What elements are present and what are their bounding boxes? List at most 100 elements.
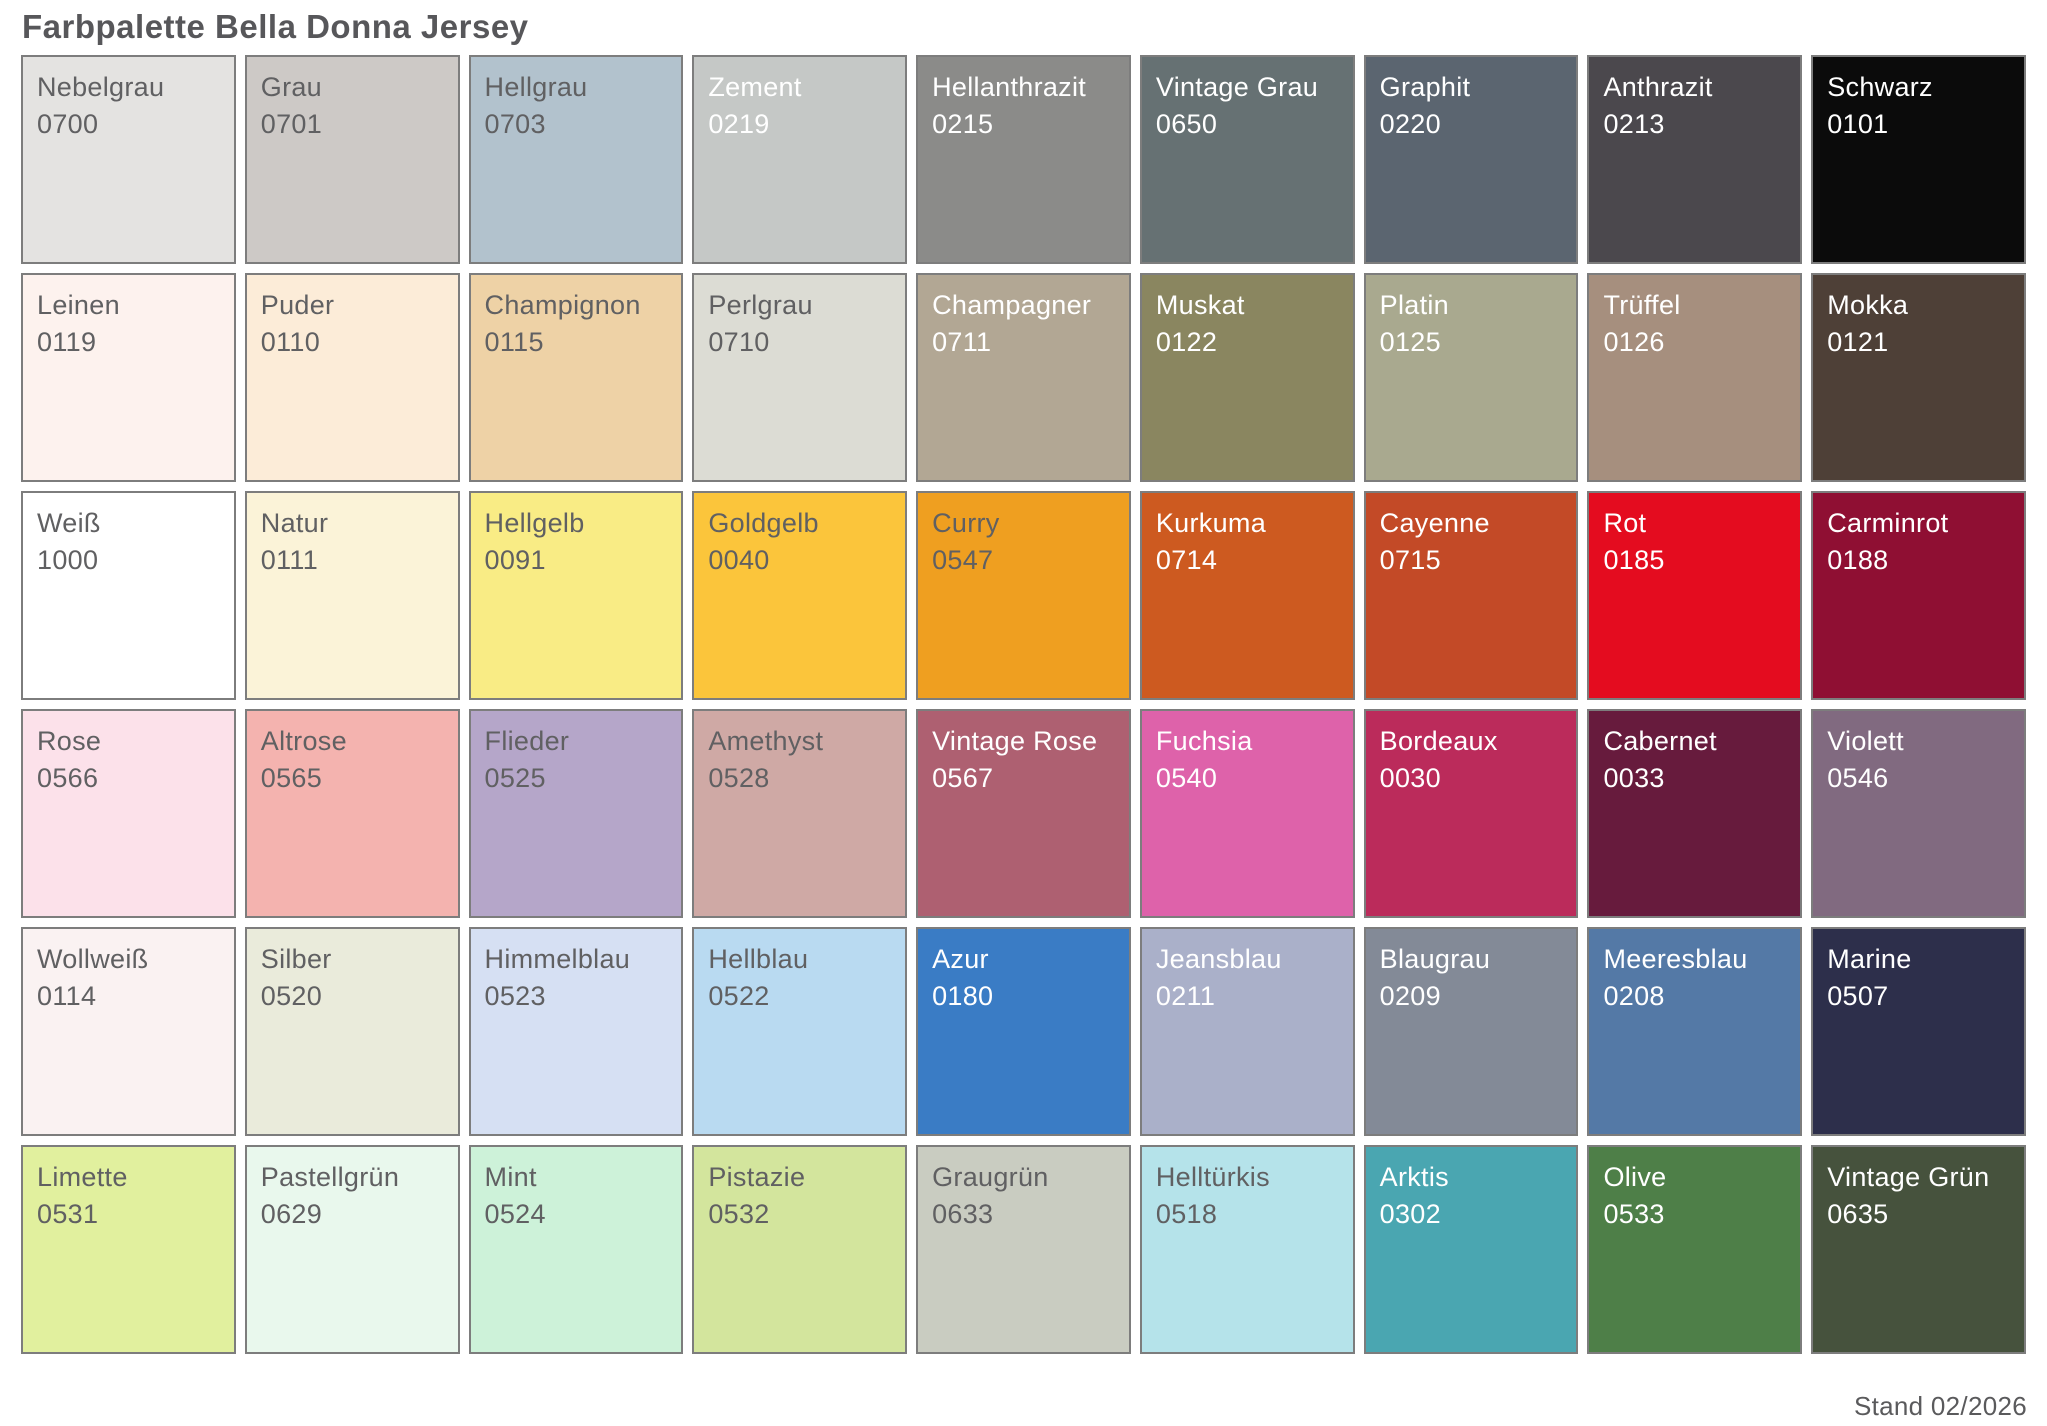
color-swatch: Hellblau 0522	[692, 927, 908, 1136]
swatch-code: 0219	[708, 109, 770, 139]
color-swatch: Hellgelb 0091	[468, 491, 684, 700]
color-swatch: Carminrot 0188	[1811, 491, 2026, 700]
swatch-name: Platin	[1379, 290, 1449, 320]
swatch-name: Arktis	[1379, 1162, 1449, 1192]
color-swatch: Fuchsia 0540	[1139, 709, 1355, 918]
swatch-name: Weiß	[37, 508, 101, 538]
swatch-name: Azur	[932, 944, 989, 974]
swatch-code: 0091	[484, 545, 546, 575]
swatch-name: Leinen	[37, 290, 120, 320]
swatch-name: Graphit	[1379, 72, 1471, 102]
swatch-name: Muskat	[1155, 290, 1245, 320]
swatch-name: Cayenne	[1379, 508, 1490, 538]
color-swatch: Blaugrau 0209	[1363, 927, 1579, 1136]
swatch-name: Champignon	[484, 290, 641, 320]
swatch-code: 0033	[1603, 763, 1665, 793]
swatch-code: 0547	[932, 545, 994, 575]
swatch-code: 0531	[37, 1199, 99, 1229]
color-swatch: Marine 0507	[1811, 927, 2026, 1136]
color-swatch: Violett 0546	[1811, 709, 2026, 918]
swatch-name: Perlgrau	[708, 290, 813, 320]
swatch-name: Champagner	[932, 290, 1092, 320]
page-title: Farbpalette Bella Donna Jersey	[22, 8, 529, 45]
swatch-code: 0185	[1603, 545, 1665, 575]
color-swatch: Kurkuma 0714	[1139, 491, 1355, 700]
color-swatch: Grau 0701	[244, 55, 460, 264]
swatch-name: Himmelblau	[484, 944, 631, 974]
color-swatch: Silber 0520	[244, 927, 460, 1136]
color-swatch: Natur 0111	[244, 491, 460, 700]
swatch-name: Vintage Grün	[1827, 1162, 1990, 1192]
color-swatch: Trüffel 0126	[1587, 273, 1803, 482]
swatch-name: Puder	[260, 290, 335, 320]
swatch-name: Kurkuma	[1155, 508, 1267, 538]
color-swatch: Zement 0219	[692, 55, 908, 264]
color-swatch: Pistazie 0532	[692, 1145, 908, 1354]
color-swatch: Amethyst 0528	[692, 709, 908, 918]
color-swatch: Mint 0524	[468, 1145, 684, 1354]
swatch-name: Olive	[1603, 1162, 1667, 1192]
color-swatch: Anthrazit 0213	[1587, 55, 1803, 264]
swatch-name: Limette	[37, 1162, 128, 1192]
swatch-name: Pastellgrün	[260, 1162, 400, 1192]
swatch-code: 0115	[484, 327, 544, 357]
swatch-code: 0121	[1827, 327, 1889, 357]
swatch-name: Trüffel	[1603, 290, 1681, 320]
swatch-code: 1000	[37, 545, 99, 575]
color-swatch: Goldgelb 0040	[692, 491, 908, 700]
color-swatch: Perlgrau 0710	[692, 273, 908, 482]
color-swatch: Vintage Grau 0650	[1139, 55, 1355, 264]
swatch-code: 0546	[1827, 763, 1889, 793]
swatch-name: Pistazie	[708, 1162, 806, 1192]
color-swatch: Himmelblau 0523	[468, 927, 684, 1136]
swatch-code: 0701	[260, 109, 323, 139]
color-swatch: Platin 0125	[1363, 273, 1579, 482]
swatch-name: Mokka	[1827, 290, 1909, 320]
swatch-code: 0522	[708, 981, 770, 1011]
palette-grid: Nebelgrau 0700 Grau 0701 Hellgrau 0703 Zement 0…	[21, 55, 2026, 1354]
swatch-name: Violett	[1827, 726, 1904, 756]
swatch-code: 0525	[484, 763, 546, 793]
swatch-name: Curry	[932, 508, 1000, 538]
swatch-code: 0711	[932, 327, 992, 357]
color-swatch: Flieder 0525	[468, 709, 684, 918]
swatch-name: Hellgrau	[484, 72, 588, 102]
color-swatch: Limette 0531	[21, 1145, 236, 1354]
color-swatch: Champignon 0115	[468, 273, 684, 482]
swatch-name: Silber	[260, 944, 332, 974]
swatch-name: Nebelgrau	[37, 72, 165, 102]
swatch-name: Wollweiß	[37, 944, 149, 974]
swatch-name: Carminrot	[1827, 508, 1949, 538]
color-swatch: Wollweiß 0114	[21, 927, 236, 1136]
swatch-name: Schwarz	[1827, 72, 1933, 102]
swatch-name: Hellgelb	[484, 508, 585, 538]
swatch-code: 0518	[1155, 1199, 1218, 1229]
swatch-name: Natur	[260, 508, 329, 538]
color-swatch: Olive 0533	[1587, 1145, 1803, 1354]
swatch-code: 0633	[932, 1199, 994, 1229]
swatch-code: 0650	[1155, 109, 1218, 139]
swatch-code: 0208	[1603, 981, 1665, 1011]
color-swatch: Meeresblau 0208	[1587, 927, 1803, 1136]
swatch-code: 0565	[260, 763, 323, 793]
color-swatch: Graugrün 0633	[916, 1145, 1131, 1354]
swatch-name: Marine	[1827, 944, 1912, 974]
color-swatch: Altrose 0565	[244, 709, 460, 918]
swatch-name: Vintage Rose	[932, 726, 1098, 756]
swatch-name: Vintage Grau	[1155, 72, 1319, 102]
swatch-name: Amethyst	[708, 726, 824, 756]
swatch-name: Hellblau	[708, 944, 809, 974]
color-swatch: Puder 0110	[244, 273, 460, 482]
color-swatch: Leinen 0119	[21, 273, 236, 482]
swatch-code: 0122	[1155, 327, 1218, 357]
swatch-name: Flieder	[484, 726, 570, 756]
color-swatch: Helltürkis 0518	[1139, 1145, 1355, 1354]
color-swatch: Bordeaux 0030	[1363, 709, 1579, 918]
swatch-code: 0302	[1379, 1199, 1441, 1229]
swatch-code: 0532	[708, 1199, 770, 1229]
swatch-name: Mint	[484, 1162, 537, 1192]
color-swatch: Jeansblau 0211	[1139, 927, 1355, 1136]
swatch-name: Altrose	[260, 726, 347, 756]
swatch-code: 0180	[932, 981, 994, 1011]
swatch-name: Grau	[260, 72, 322, 102]
